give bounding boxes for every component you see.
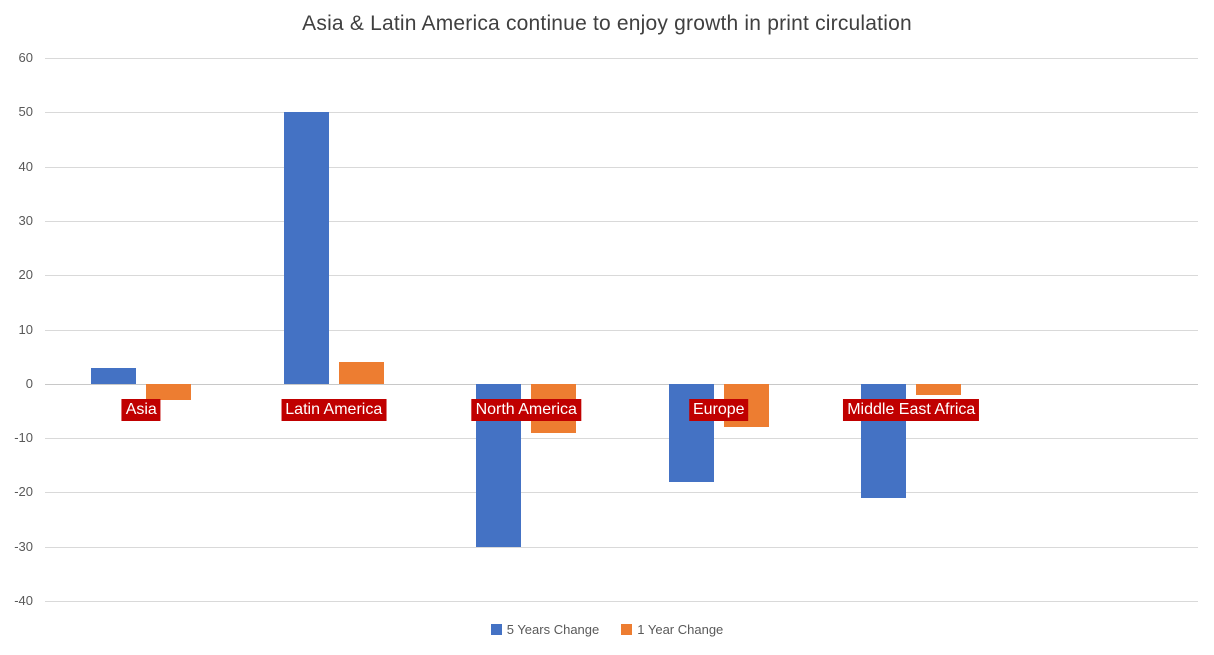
y-tick-label-0: 0 [25, 375, 33, 391]
category-label-north-america: North America [471, 398, 581, 421]
legend-label-1-year-change: 1 Year Change [637, 622, 724, 637]
y-tick-label-10: 10 [18, 321, 33, 337]
legend-item-1-year-change: 1 Year Change [621, 622, 723, 637]
y-tick-label-30: 30 [18, 212, 33, 228]
chart-title: Asia & Latin America continue to enjoy g… [302, 12, 912, 35]
y-tick-label--20: -20 [14, 484, 33, 500]
y-tick-label-50: 50 [18, 104, 33, 120]
y-gridline--20 [45, 492, 1198, 494]
category-label-middle-east-africa: Middle East Africa [843, 398, 980, 421]
legend-item-5-years-change: 5 Years Change [490, 622, 600, 637]
y-gridline-0 [45, 383, 1198, 385]
bar-1-year-change-asia [146, 383, 192, 401]
bar-5-years-change-asia [91, 367, 137, 384]
category-label-latin-america: Latin America [281, 398, 387, 421]
plot-area [45, 58, 1198, 602]
y-gridline-20 [45, 275, 1198, 277]
y-tick-label--10: -10 [14, 430, 33, 446]
bar-1-year-change-middle-east-africa [916, 383, 962, 395]
y-tick-label-20: 20 [18, 267, 33, 283]
y-gridline-30 [45, 220, 1198, 222]
legend-label-5-years-change: 5 Years Change [506, 622, 600, 637]
y-gridline-40 [45, 166, 1198, 168]
category-label-asia: Asia [121, 398, 161, 421]
y-gridline--10 [45, 438, 1198, 440]
bar-5-years-change-latin-america [283, 112, 329, 384]
bar-1-year-change-latin-america [338, 362, 384, 384]
y-tick-label--40: -40 [14, 593, 33, 608]
y-tick-label-60: 60 [18, 50, 33, 65]
y-tick-label-40: 40 [18, 158, 33, 174]
y-tick-label--30: -30 [14, 538, 33, 554]
category-label-europe: Europe [688, 398, 749, 421]
y-gridline-60 [45, 58, 1198, 59]
y-gridline--40 [45, 601, 1198, 602]
y-gridline--30 [45, 546, 1198, 548]
legend-swatch-5-years-change [490, 624, 502, 635]
y-gridline-50 [45, 112, 1198, 114]
legend: 5 Years Change 1 Year Change [0, 622, 1214, 637]
legend-swatch-1-year-change [621, 624, 633, 635]
y-gridline-10 [45, 329, 1198, 331]
